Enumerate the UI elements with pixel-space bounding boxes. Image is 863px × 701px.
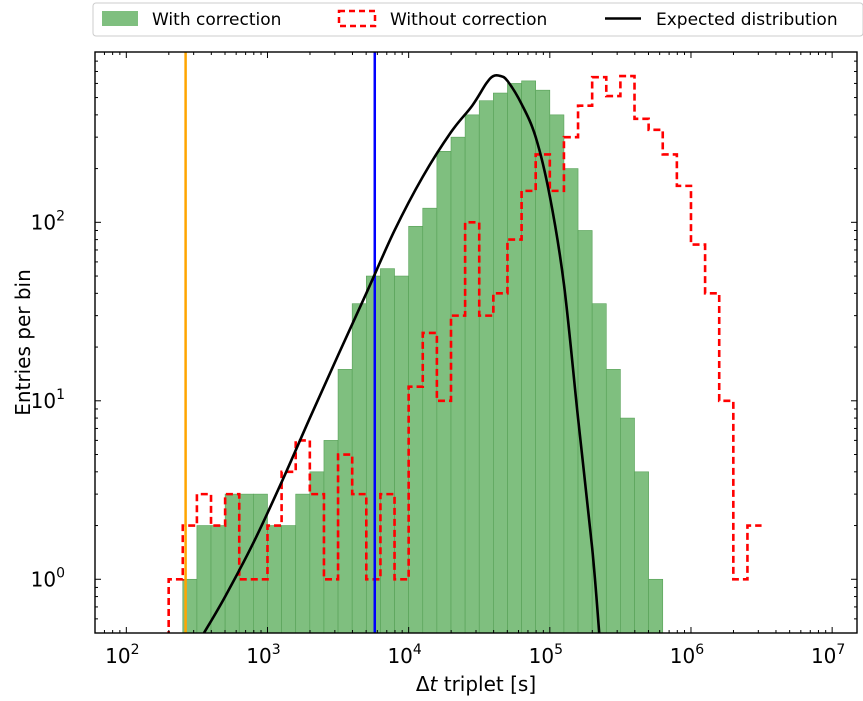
x-axis-label: Δt triplet [s] <box>416 672 536 696</box>
bar-with-correction <box>323 440 339 633</box>
legend-box <box>92 2 863 37</box>
bar-with-correction <box>337 369 353 633</box>
bar-with-correction <box>351 303 367 633</box>
bar-with-correction <box>535 89 551 633</box>
bar-with-correction <box>493 92 508 633</box>
x-tick-label: 103 <box>246 642 280 668</box>
x-tick-label: 104 <box>387 642 421 668</box>
bar-with-correction <box>605 369 621 633</box>
plot-area <box>167 52 762 633</box>
bar-with-correction <box>408 225 424 633</box>
plot-clip-group <box>167 52 762 633</box>
legend: With correction Without correction Expec… <box>92 2 863 37</box>
bar-with-correction <box>507 83 522 633</box>
bar-with-correction <box>281 525 297 633</box>
bar-with-correction <box>224 493 240 633</box>
y-tick-label: 101 <box>31 387 65 413</box>
y-tick-label: 102 <box>31 208 65 234</box>
axes: 102 103 104 105 106 107 100 101 102 Δt triplet [s… <box>11 51 858 696</box>
x-tick-label: 107 <box>811 642 845 668</box>
legend-swatch-with-correction <box>102 11 138 26</box>
bar-with-correction <box>464 114 480 633</box>
bar-with-correction <box>436 150 452 633</box>
series-with-correction <box>182 80 664 633</box>
x-tick-label: 105 <box>529 642 563 668</box>
y-tick-label: 100 <box>31 565 65 591</box>
bar-with-correction <box>648 578 664 633</box>
curve-expected-distribution <box>202 73 601 633</box>
bar-with-correction <box>196 525 212 633</box>
bar-with-correction <box>521 80 536 633</box>
step-line-without-correction <box>167 74 762 633</box>
bar-with-correction <box>450 136 466 633</box>
bar-with-correction <box>549 114 565 633</box>
legend-label-without-correction: Without correction <box>390 10 547 30</box>
bar-with-correction <box>267 525 282 633</box>
bar-with-correction <box>634 471 649 633</box>
series-without-correction <box>167 74 762 633</box>
bar-with-correction <box>422 207 438 633</box>
legend-swatch-without-correction <box>337 9 377 28</box>
bar-with-correction <box>295 493 311 633</box>
bar-with-correction <box>309 471 325 633</box>
y-axis-label: Entries per bin <box>11 269 35 416</box>
legend-label-with-correction: With correction <box>152 10 281 30</box>
legend-label-expected-distribution: Expected distribution <box>656 10 838 30</box>
x-tick-label: 102 <box>105 642 139 668</box>
bar-with-correction <box>380 268 395 633</box>
bar-with-correction <box>478 100 494 633</box>
x-tick-label: 106 <box>670 642 704 668</box>
bar-with-correction <box>620 417 635 633</box>
